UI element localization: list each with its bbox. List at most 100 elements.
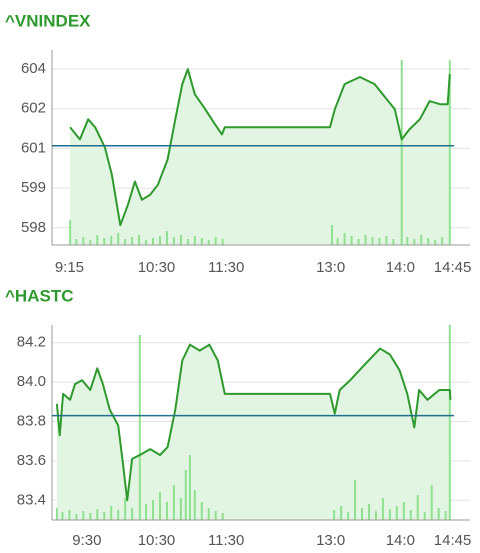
volume-bar	[361, 508, 364, 520]
volume-bar	[437, 508, 440, 520]
volume-bar	[124, 498, 127, 520]
volume-bar	[131, 508, 134, 520]
y-tick-label: 599	[21, 179, 46, 196]
x-tick-label: 9:30	[72, 532, 101, 549]
y-tick-label: 84.0	[17, 373, 46, 390]
volume-bar	[214, 511, 217, 520]
x-tick-label: 14:0	[386, 259, 415, 276]
volume-bar	[400, 60, 403, 245]
volume-bar	[388, 509, 391, 520]
volume-bar	[68, 510, 71, 520]
volume-bar	[448, 325, 451, 520]
y-tick-label: 602	[21, 100, 46, 117]
x-tick-label: 14:0	[386, 532, 415, 549]
volume-bar	[145, 240, 148, 245]
x-tick-label: 13:0	[316, 532, 345, 549]
volume-bar	[430, 485, 433, 520]
volume-bar	[367, 504, 370, 520]
volume-bar	[89, 240, 92, 245]
x-tick-label: 11:30	[208, 259, 244, 276]
volume-bar	[117, 510, 120, 520]
volume-bar	[165, 231, 168, 245]
x-tick-label: 14:45	[434, 259, 472, 276]
volume-bar	[110, 236, 113, 245]
volume-bar	[221, 239, 224, 245]
volume-bar	[184, 470, 187, 520]
volume-bar	[55, 508, 58, 520]
volume-bar	[331, 225, 334, 245]
volume-bar	[152, 238, 155, 245]
volume-bar	[89, 513, 92, 520]
volume-bar	[392, 239, 395, 245]
volume-bar	[427, 238, 430, 245]
volume-bar	[75, 514, 78, 520]
x-tick-label: 10:30	[138, 532, 176, 549]
volume-bar	[145, 504, 148, 520]
volume-bar	[82, 237, 85, 245]
chart-title: ^VNINDEX	[5, 11, 91, 30]
volume-bar	[124, 239, 127, 245]
volume-bar	[381, 498, 384, 520]
volume-bar	[207, 508, 210, 520]
volume-bar	[448, 60, 451, 245]
volume-bar	[158, 492, 161, 520]
area	[70, 69, 450, 245]
volume-bar	[364, 235, 367, 245]
volume-bar	[96, 235, 99, 245]
volume-bar	[406, 237, 409, 245]
chart-title: ^HASTC	[5, 286, 73, 305]
volume-bar	[193, 236, 196, 245]
volume-bar	[172, 237, 175, 245]
volume-bar	[395, 506, 398, 520]
volume-bar	[423, 512, 426, 520]
x-tick-label: 11:30	[208, 532, 244, 549]
volume-bar	[152, 500, 155, 520]
volume-bar	[385, 236, 388, 245]
volume-bar	[96, 509, 99, 520]
volume-bar	[378, 238, 381, 245]
y-tick-label: 598	[21, 219, 46, 236]
y-tick-label: 83.6	[17, 452, 46, 469]
volume-bar	[186, 239, 189, 245]
volume-bar	[103, 512, 106, 520]
x-tick-label: 9:15	[55, 259, 84, 276]
y-tick-label: 83.4	[17, 491, 46, 508]
volume-bar	[357, 239, 360, 245]
volume-bar	[441, 237, 444, 245]
volume-bar	[207, 240, 210, 245]
volume-bar	[402, 502, 405, 520]
volume-bar	[374, 511, 377, 520]
volume-bar	[61, 512, 64, 520]
volume-bar	[336, 238, 339, 245]
volume-bar	[200, 502, 203, 520]
volume-bar	[69, 220, 72, 245]
price-line	[55, 343, 452, 502]
volume-bar	[333, 510, 336, 520]
volume-bar	[371, 237, 374, 245]
y-tick-label: 604	[21, 60, 46, 77]
x-tick-label: 14:45	[434, 532, 472, 549]
volume-bar	[350, 236, 353, 245]
volume-bar	[103, 238, 106, 245]
volume-bar	[131, 237, 134, 245]
volume-bar	[75, 239, 78, 245]
volume-bar	[420, 235, 423, 245]
y-tick-label: 84.2	[17, 334, 46, 351]
volume-bar	[340, 506, 343, 520]
volume-bar	[193, 490, 196, 520]
volume-bar	[179, 498, 182, 520]
y-tick-label: 83.8	[17, 412, 46, 429]
volume-bar	[138, 235, 141, 245]
volume-bar	[179, 235, 182, 245]
x-tick-label: 13:0	[316, 259, 345, 276]
volume-bar	[172, 485, 175, 520]
x-tick-label: 10:30	[138, 259, 176, 276]
volume-bar	[117, 233, 120, 245]
volume-bar	[214, 237, 217, 245]
volume-bar	[221, 513, 224, 520]
volume-bar	[165, 502, 168, 520]
area	[56, 344, 451, 520]
volume-bar	[347, 512, 350, 520]
y-tick-label: 601	[21, 139, 46, 156]
